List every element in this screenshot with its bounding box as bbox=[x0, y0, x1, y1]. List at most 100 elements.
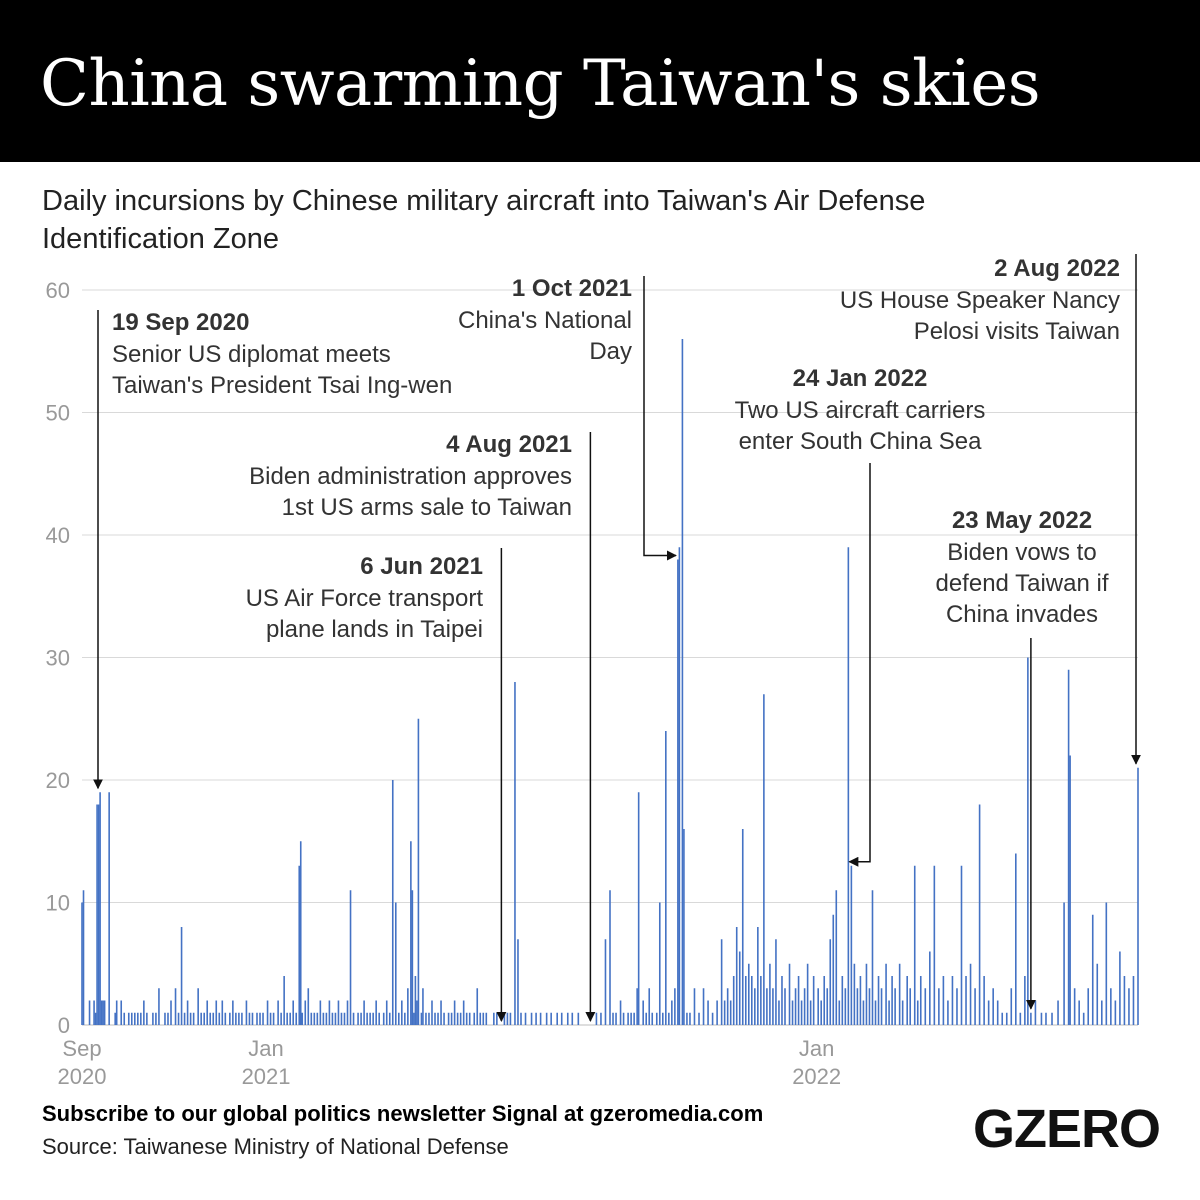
bar bbox=[295, 1012, 298, 1025]
annotation-text: Two US aircraft carriers bbox=[735, 397, 986, 424]
bar bbox=[1123, 976, 1126, 1025]
y-tick-label: 60 bbox=[46, 278, 70, 303]
bar bbox=[366, 1012, 368, 1025]
bar bbox=[114, 1012, 116, 1025]
bar bbox=[983, 976, 985, 1025]
bar bbox=[447, 1012, 450, 1025]
bar bbox=[167, 1012, 169, 1025]
bar bbox=[382, 1012, 385, 1025]
bar bbox=[413, 1012, 415, 1025]
bar bbox=[301, 1012, 304, 1025]
bar bbox=[781, 976, 783, 1025]
bar bbox=[325, 1012, 328, 1025]
bar bbox=[865, 963, 868, 1025]
bar bbox=[545, 1012, 548, 1025]
bar bbox=[778, 1000, 780, 1025]
bar bbox=[806, 963, 809, 1025]
bar bbox=[130, 1012, 133, 1025]
bar bbox=[726, 988, 729, 1025]
bar bbox=[164, 1012, 166, 1025]
bar bbox=[1087, 988, 1090, 1025]
bar bbox=[459, 1012, 462, 1025]
annotation-text: Senior US diplomat meets bbox=[112, 341, 391, 368]
bar bbox=[1057, 1000, 1059, 1025]
bar bbox=[916, 1000, 919, 1025]
bar bbox=[468, 1012, 471, 1025]
bar bbox=[1069, 755, 1071, 1025]
bar bbox=[716, 1000, 718, 1025]
bar bbox=[637, 792, 640, 1025]
bar bbox=[476, 988, 479, 1025]
bar bbox=[978, 804, 981, 1025]
bar bbox=[123, 1012, 126, 1025]
bar bbox=[473, 1012, 476, 1025]
bar bbox=[622, 1012, 625, 1025]
bar bbox=[1040, 1012, 1043, 1025]
bar bbox=[388, 1012, 391, 1025]
bar bbox=[158, 988, 160, 1025]
bar bbox=[1034, 1000, 1037, 1025]
bar bbox=[328, 1000, 331, 1025]
bar bbox=[407, 988, 409, 1025]
bar bbox=[143, 1000, 145, 1025]
bar bbox=[751, 976, 753, 1025]
bar bbox=[1100, 1000, 1103, 1025]
bar bbox=[817, 988, 819, 1025]
annotation-date: 2 Aug 2022 bbox=[994, 255, 1120, 282]
bar bbox=[797, 976, 800, 1025]
bar bbox=[155, 1012, 157, 1025]
annotation-date: 23 May 2022 bbox=[952, 507, 1092, 534]
bar bbox=[741, 829, 744, 1025]
bar bbox=[428, 1012, 430, 1025]
bar bbox=[924, 988, 927, 1025]
bar bbox=[820, 1000, 822, 1025]
bar bbox=[108, 792, 110, 1025]
bar bbox=[514, 682, 516, 1025]
bar bbox=[88, 1000, 91, 1025]
bar bbox=[385, 1000, 388, 1025]
bar bbox=[969, 963, 972, 1025]
bar bbox=[841, 976, 844, 1025]
bar bbox=[259, 1012, 261, 1025]
bar bbox=[769, 963, 771, 1025]
bar bbox=[1096, 963, 1099, 1025]
bar bbox=[633, 1012, 635, 1025]
bar bbox=[689, 1012, 691, 1025]
bar bbox=[322, 1012, 325, 1025]
bar bbox=[238, 1012, 240, 1025]
bar bbox=[241, 1012, 243, 1025]
bar bbox=[496, 1012, 498, 1025]
bar bbox=[443, 1012, 445, 1025]
bar bbox=[686, 1012, 688, 1025]
bar bbox=[334, 1012, 337, 1025]
bar bbox=[974, 988, 976, 1025]
bar bbox=[1015, 853, 1017, 1025]
bar bbox=[360, 1012, 362, 1025]
bar bbox=[375, 1000, 377, 1025]
bar bbox=[677, 559, 679, 1025]
bar bbox=[992, 988, 994, 1025]
annotation-arrow bbox=[643, 276, 677, 561]
bar bbox=[256, 1012, 258, 1025]
bar bbox=[1078, 1000, 1080, 1025]
bar bbox=[1030, 1012, 1032, 1025]
bar bbox=[248, 1012, 251, 1025]
bar bbox=[747, 963, 750, 1025]
bar bbox=[702, 988, 705, 1025]
bar bbox=[1132, 976, 1135, 1025]
gzero-logo: GZERO bbox=[972, 1099, 1161, 1159]
annotation-text: China's National bbox=[458, 307, 632, 334]
x-tick-label: 2020 bbox=[58, 1064, 107, 1089]
header-banner bbox=[0, 0, 1200, 162]
annotation-text: Day bbox=[589, 338, 632, 365]
bar bbox=[874, 1000, 877, 1025]
bar bbox=[791, 1000, 794, 1025]
bar bbox=[103, 1000, 106, 1025]
bar bbox=[535, 1012, 537, 1025]
bar bbox=[152, 1012, 154, 1025]
bar bbox=[251, 1012, 254, 1025]
bar bbox=[235, 1012, 237, 1025]
bar bbox=[221, 1000, 224, 1025]
bar bbox=[859, 976, 862, 1025]
bar bbox=[615, 1012, 617, 1025]
